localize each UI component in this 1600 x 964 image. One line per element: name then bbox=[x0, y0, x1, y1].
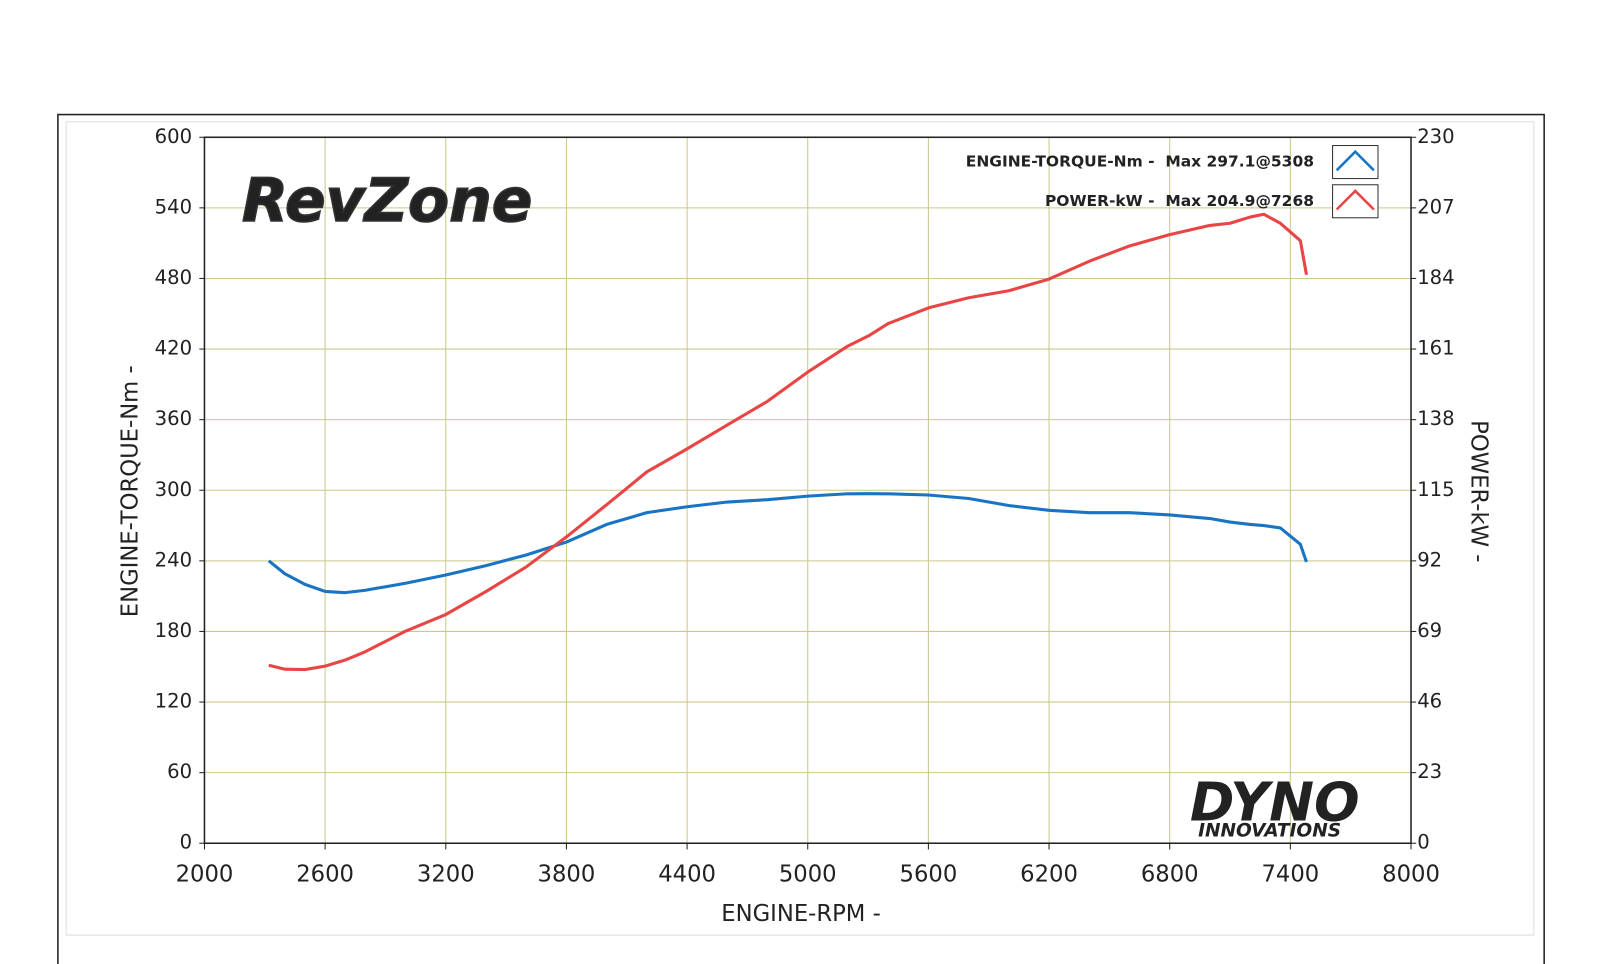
y2-tick-label: 0 bbox=[1417, 831, 1429, 854]
x-tick-label: 5600 bbox=[900, 862, 958, 888]
y-tick-label: 360 bbox=[155, 407, 192, 430]
x-tick-label: 5000 bbox=[779, 862, 837, 888]
y2-axis-title: POWER-kW - bbox=[1466, 420, 1492, 562]
legend-swatch bbox=[1335, 189, 1375, 211]
y-tick-label: 60 bbox=[167, 760, 192, 783]
y-tick-label: 240 bbox=[155, 548, 192, 571]
x-tick-label: 6800 bbox=[1141, 862, 1199, 888]
y-tick-label: 420 bbox=[155, 337, 192, 360]
x-tick-label: 3800 bbox=[538, 862, 596, 888]
x-tick-label: 7400 bbox=[1261, 862, 1319, 888]
grid bbox=[203, 136, 1412, 844]
series-line bbox=[267, 492, 1308, 595]
x-axis-title: ENGINE-RPM - bbox=[721, 901, 881, 927]
dyno-logo: DYNO INNOVATIONS bbox=[1190, 771, 1360, 842]
y-tick-label: 540 bbox=[155, 195, 192, 218]
y2-tick-label: 23 bbox=[1417, 760, 1442, 783]
y2-tick-label: 207 bbox=[1417, 195, 1454, 218]
x-tick-label: 8000 bbox=[1382, 862, 1440, 888]
y-tick-label: 120 bbox=[155, 690, 192, 713]
series-line bbox=[268, 212, 1308, 672]
y-tick-label: 300 bbox=[155, 478, 192, 501]
outer-frame bbox=[57, 113, 1545, 964]
x-tick-label: 4400 bbox=[658, 862, 716, 888]
x-tick-label: 2000 bbox=[176, 862, 234, 888]
legend-swatch bbox=[1335, 149, 1375, 172]
y-tick-label: 480 bbox=[155, 266, 192, 289]
y2-tick-label: 92 bbox=[1417, 548, 1442, 571]
legend-label: ENGINE-TORQUE-Nm - Max 297.1@5308 bbox=[966, 153, 1314, 171]
inner-frame bbox=[65, 121, 1535, 936]
y2-tick-label: 184 bbox=[1417, 266, 1454, 289]
y-tick-label: 600 bbox=[155, 125, 192, 148]
y-axis-title: ENGINE-TORQUE-Nm - bbox=[118, 365, 144, 617]
legend: ENGINE-TORQUE-Nm - Max 297.1@5308 POWER-k… bbox=[966, 145, 1379, 219]
logo-text: INNOVATIONS bbox=[1198, 820, 1341, 841]
x-tick-label: 2600 bbox=[296, 862, 354, 888]
y2-tick-label: 69 bbox=[1417, 619, 1442, 642]
revzone-logo: RevZone bbox=[241, 165, 533, 237]
y2-tick-label: 230 bbox=[1417, 125, 1454, 148]
x-tick-label: 6200 bbox=[1020, 862, 1078, 888]
y-tick-label: 180 bbox=[155, 619, 192, 642]
logo-text: RevZone bbox=[242, 166, 532, 236]
y2-tick-label: 115 bbox=[1417, 478, 1454, 501]
y2-tick-label: 161 bbox=[1417, 337, 1454, 360]
y2-tick-label: 46 bbox=[1417, 690, 1442, 713]
x-tick-label: 3200 bbox=[417, 862, 475, 888]
y-tick-label: 0 bbox=[180, 831, 192, 854]
legend-label: POWER-kW - Max 204.9@7268 bbox=[1045, 192, 1314, 210]
y2-tick-label: 138 bbox=[1417, 407, 1454, 430]
logo-text: DYNO bbox=[1190, 771, 1360, 834]
